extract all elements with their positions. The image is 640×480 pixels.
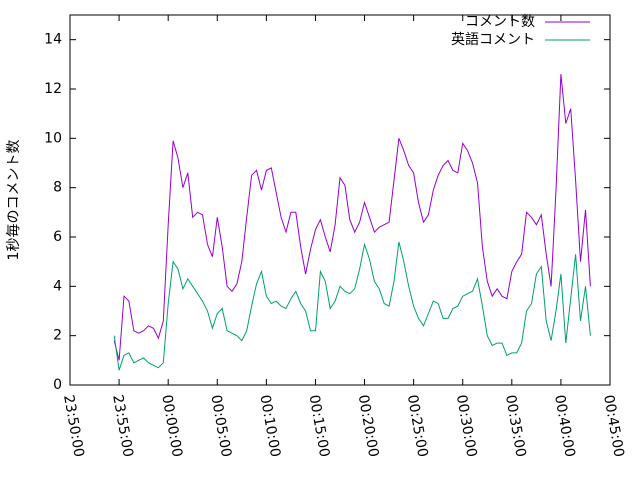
y-tick-label: 2: [53, 328, 62, 344]
x-tick-label: 00:40:00: [551, 394, 578, 459]
x-tick-label: 00:30:00: [453, 394, 480, 459]
x-tick-label: 23:55:00: [109, 394, 136, 459]
y-axis-label: 1秒毎のコメント数: [6, 140, 22, 261]
legend-label: コメント数: [465, 14, 535, 30]
y-tick-label: 10: [44, 130, 62, 146]
x-tick-label: 00:10:00: [256, 394, 283, 459]
x-tick-label: 00:20:00: [355, 394, 382, 459]
y-tick-label: 0: [53, 377, 62, 393]
x-tick-label: 00:05:00: [207, 394, 234, 459]
x-tick-label: 00:15:00: [306, 394, 333, 459]
series-line: [113, 241, 591, 371]
y-tick-label: 12: [44, 81, 62, 97]
series-line: [113, 74, 591, 361]
legend-label: 英語コメント: [451, 31, 535, 48]
plot-frame: [69, 14, 611, 386]
y-tick-label: 8: [53, 180, 62, 196]
x-tick-label: 00:25:00: [404, 394, 431, 459]
x-tick-label: 00:45:00: [600, 394, 627, 459]
x-tick-label: 23:50:00: [60, 394, 87, 459]
x-tick-label: 00:35:00: [502, 394, 529, 459]
y-tick-label: 4: [53, 278, 62, 294]
y-tick-label: 6: [53, 229, 62, 245]
x-tick-label: 00:00:00: [158, 394, 185, 459]
y-tick-label: 14: [44, 32, 62, 48]
